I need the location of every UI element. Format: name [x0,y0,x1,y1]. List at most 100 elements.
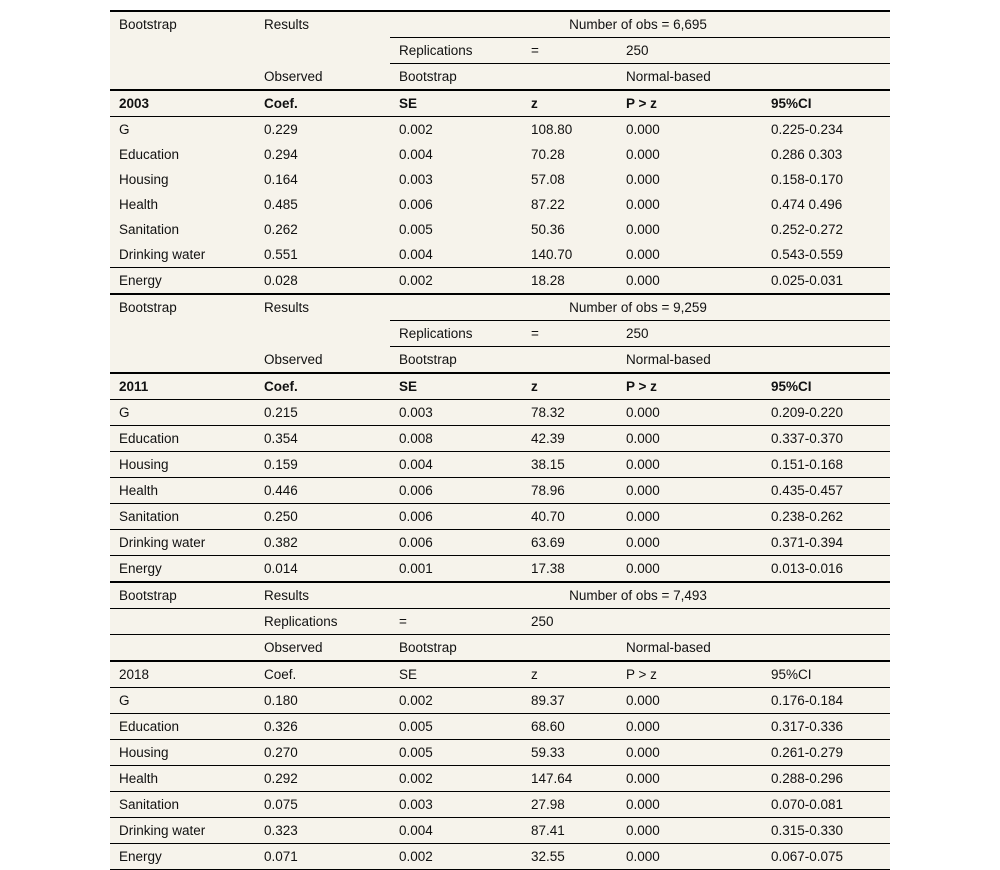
empty-cell [255,321,390,347]
ci-value: 0.317-0.336 [762,713,891,740]
coef-value: 0.215 [255,399,390,426]
coef-value: 0.075 [255,791,390,818]
data-row: Energy 0.014 0.001 17.38 0.000 0.013-0.016 [110,556,890,583]
replications-row: Replications = 250 [110,320,891,347]
empty-cell [522,63,617,91]
variable-name: Drinking water [119,247,206,262]
column-header: P > z [617,373,762,400]
z-value: 89.37 [522,687,617,714]
column-header: Coef. [255,90,390,117]
empty-cell [110,321,255,347]
column-header: P > z [617,90,762,117]
p-value: 0.000 [626,172,660,187]
p-value: 0.000 [617,739,762,766]
coef-value: 0.294 [264,147,298,162]
z-value: 50.36 [531,222,565,237]
ci-value: 0.286 0.303 [771,147,843,162]
z-value: 63.69 [522,529,617,556]
se-value: 0.004 [390,451,522,478]
bootstrap-se-label: Bootstrap [390,63,522,91]
z-value: 87.22 [531,197,565,212]
ci-value: 0.474 0.496 [771,197,843,212]
empty-cell [110,608,255,635]
p-value: 0.000 [626,147,660,162]
coef-value: 0.164 [264,172,298,187]
data-row: Sanitation 0.262 0.005 50.36 0.000 0.252-0.27… [110,217,890,242]
z-value: 70.28 [531,147,565,162]
panel-obs-row: Bootstrap Results Number of obs = 9,259 [110,293,891,321]
bootstrap-label: Bootstrap [119,17,177,33]
empty-cell [617,608,762,635]
data-row: Health 0.485 0.006 87.22 0.000 0.474 0.496 [110,192,890,217]
coef-value: 0.180 [255,687,390,714]
ci-value: 0.252-0.272 [771,222,844,237]
number-of-obs-label: Number of obs = 7,493 [390,581,891,609]
empty-cell [762,37,891,64]
variable-name: Sanitation [119,222,180,237]
year-label: 2003 [110,90,255,117]
column-header-row: 2011 Coef. SE z P > z 95%CI [110,373,891,400]
variable-name: Drinking water [110,817,255,844]
empty-cell [762,320,891,347]
column-header: SE [390,90,522,117]
p-value: 0.000 [626,247,660,262]
column-header: 95%CI [762,661,891,688]
z-value: 147.64 [522,765,617,792]
results-label: Results [255,581,390,609]
p-value: 0.000 [617,817,762,844]
ci-value: 0.209-0.220 [762,399,891,426]
p-value: 0.000 [617,451,762,478]
column-header-row: 2003 Coef. SE z P > z 95%CI [110,90,891,117]
ci-value: 0.025-0.031 [762,267,891,294]
se-value: 0.001 [399,561,433,576]
variable-name: Health [110,477,255,504]
replications-label: Replications [390,37,522,64]
se-value: 0.003 [390,791,522,818]
p-value: 0.000 [617,713,762,740]
ci-value: 0.261-0.279 [762,739,891,766]
coef-value: 0.071 [264,849,298,864]
replications-label: Replications [255,608,390,635]
normal-based-label: Normal-based [617,346,762,374]
equals-sign: = [390,608,522,635]
data-row: Health 0.446 0.006 78.96 0.000 0.435-0.457 [110,477,891,504]
variable-name: Housing [110,451,255,478]
column-header: Coef. [255,661,390,688]
ci-value: 0.315-0.330 [762,817,891,844]
variable-name: Drinking water [110,529,255,556]
coef-value: 0.262 [264,222,298,237]
se-value: 0.002 [399,122,433,137]
data-row: Drinking water 0.382 0.006 63.69 0.000 0.371-… [110,529,891,556]
empty-cell [110,346,255,374]
data-row: Health 0.292 0.002 147.64 0.000 0.288-0.296 [110,765,891,792]
z-value: 42.39 [522,425,617,452]
column-header: 95%CI [762,373,891,400]
data-row: Housing 0.159 0.004 38.15 0.000 0.151-0.168 [110,451,891,478]
variable-name: Housing [110,739,255,766]
coef-value: 0.326 [255,713,390,740]
variable-name: Energy [119,561,162,576]
z-value: 78.96 [522,477,617,504]
ci-value: 0.225-0.234 [771,122,844,137]
z-value: 32.55 [531,849,565,864]
se-value: 0.004 [399,247,433,262]
se-value: 0.002 [390,765,522,792]
variable-name: G [110,399,255,426]
coef-value: 0.250 [255,503,390,530]
p-value: 0.000 [617,399,762,426]
bootstrap-results-table: Bootstrap Results Number of obs = 6,695 Rep… [110,10,891,870]
data-row: G 0.215 0.003 78.32 0.000 0.209-0.220 [110,399,891,426]
data-row: Drinking water 0.551 0.004 140.70 0.000 0.543… [110,242,890,268]
se-value: 0.006 [390,477,522,504]
replications-label: Replications [390,320,522,347]
p-value: 0.000 [617,687,762,714]
column-header: z [522,90,617,117]
ci-value: 0.176-0.184 [762,687,891,714]
panel-obs-row: Bootstrap Results Number of obs = 7,493 [110,581,891,609]
data-row: Education 0.354 0.008 42.39 0.000 0.337-0.370 [110,425,891,452]
p-value: 0.000 [617,529,762,556]
ci-value: 0.158-0.170 [771,172,844,187]
z-value: 140.70 [531,247,573,262]
z-value: 68.60 [522,713,617,740]
